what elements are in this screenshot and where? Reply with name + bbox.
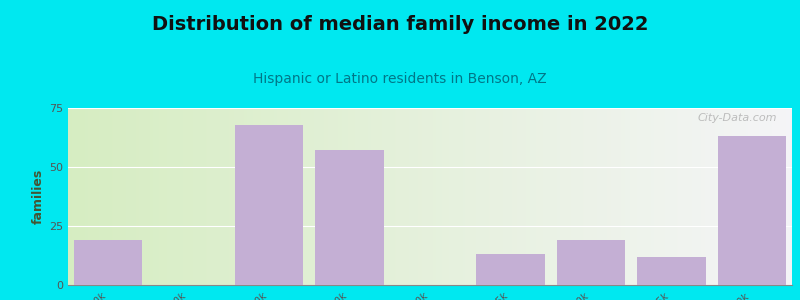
Y-axis label: families: families [32,169,45,224]
Text: City-Data.com: City-Data.com [698,113,778,123]
Bar [74,240,142,285]
Text: Hispanic or Latino residents in Benson, AZ: Hispanic or Latino residents in Benson, … [253,72,547,86]
Bar [557,240,625,285]
Bar [315,151,384,285]
Bar [235,124,303,285]
Text: Distribution of median family income in 2022: Distribution of median family income in … [152,15,648,34]
Bar [637,257,706,285]
Bar [718,136,786,285]
Bar [476,254,545,285]
